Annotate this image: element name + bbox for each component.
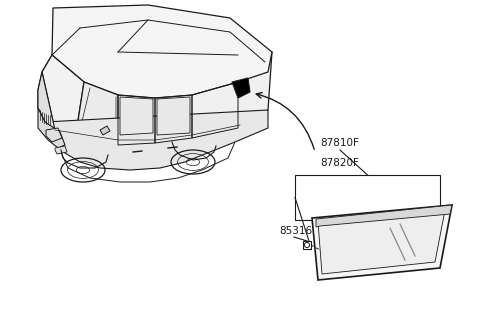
- Bar: [303, 241, 311, 249]
- Polygon shape: [42, 55, 84, 140]
- Polygon shape: [45, 110, 268, 170]
- Polygon shape: [75, 82, 118, 145]
- Polygon shape: [38, 108, 65, 148]
- Polygon shape: [46, 128, 62, 142]
- Polygon shape: [157, 97, 190, 135]
- Polygon shape: [55, 146, 67, 154]
- Polygon shape: [38, 72, 55, 130]
- Polygon shape: [120, 97, 153, 135]
- Polygon shape: [38, 52, 272, 145]
- Polygon shape: [318, 210, 445, 274]
- Polygon shape: [100, 126, 110, 135]
- Text: 87820F: 87820F: [320, 158, 359, 168]
- Polygon shape: [312, 205, 452, 280]
- Bar: [295, 175, 440, 220]
- Text: 85316: 85316: [279, 226, 312, 236]
- Text: 87810F: 87810F: [320, 138, 359, 148]
- Polygon shape: [232, 78, 250, 98]
- Polygon shape: [52, 5, 272, 98]
- Circle shape: [304, 242, 310, 247]
- Polygon shape: [316, 205, 452, 227]
